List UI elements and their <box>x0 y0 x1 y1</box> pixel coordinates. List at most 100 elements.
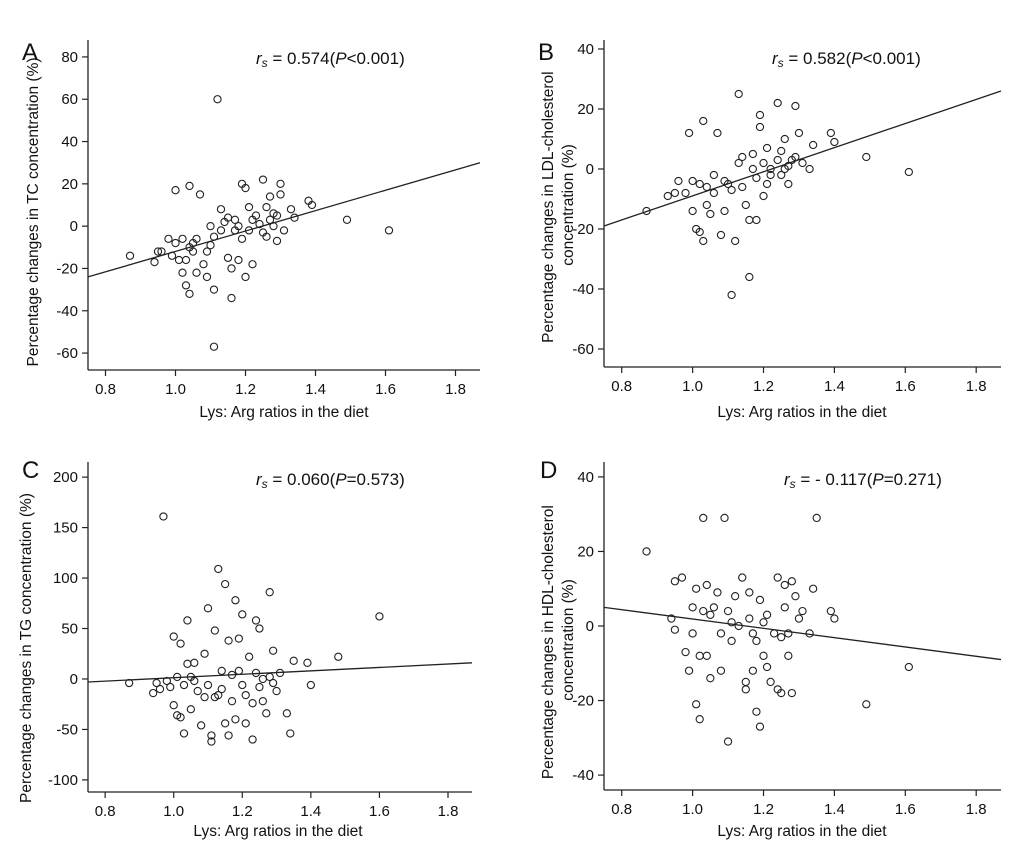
panel-c: C rs = 0.060(P=0.573) -100 -50 0 50 100 150 20… <box>18 457 473 840</box>
panel-d: D rs = - 0.117(P=0.271) -40 -20 0 20 40 0.8 1.… <box>540 457 1002 840</box>
panel-b-data-point <box>702 200 711 210</box>
panel-c-y-tick-label: 150 <box>53 520 78 537</box>
panel-c-data-point <box>210 626 220 635</box>
panel-c-data-point <box>265 672 274 682</box>
panel-d-x-tick-label: 1.6 <box>895 801 916 818</box>
panel-a-y-tick-label: -20 <box>56 260 78 277</box>
panel-c-data-point <box>207 731 216 740</box>
panel-d-data-point <box>699 513 708 523</box>
panel-c-data-point <box>251 616 261 625</box>
panel-d-data-point <box>748 666 758 675</box>
panel-d-data-point <box>716 666 726 675</box>
panel-c-x-tick-label: 1.8 <box>438 803 459 820</box>
panel-c-data-point <box>231 715 240 724</box>
panel-d-data-point <box>780 580 789 590</box>
panel-b-data-point <box>688 176 697 186</box>
panel-c-y-tick-label: 100 <box>53 570 78 587</box>
panel-b-ylabel: Percentage changes in LDL-cholesterol co… <box>540 67 577 343</box>
panel-b-annotation: rs = 0.582(P<0.001) <box>772 49 921 70</box>
panel-b-x-tick-label: 1.4 <box>824 378 845 395</box>
panel-a-annotation: rs = 0.574(P<0.001) <box>256 49 405 70</box>
panel-a-data-point <box>279 226 289 235</box>
panel-a-data-point <box>272 211 282 220</box>
panel-c-data-point <box>172 672 182 682</box>
panel-a-data-point <box>262 202 271 212</box>
panel-b-data-point <box>670 188 680 198</box>
panel-b-data-point <box>734 158 743 168</box>
panel-c-data-point <box>214 564 223 574</box>
panel-b-data-point <box>674 176 683 186</box>
panel-c-data-point <box>207 737 216 746</box>
panel-a-data-point <box>227 264 236 273</box>
panel-c-x-tick-label: 1.2 <box>232 803 253 820</box>
panel-b-data-point <box>723 179 733 189</box>
panel-b-data-point <box>745 215 754 225</box>
panel-b-data-point <box>759 191 768 201</box>
panel-d-data-point <box>677 573 687 582</box>
panel-a-data-point <box>255 219 264 229</box>
panel-b-data-point <box>709 170 719 180</box>
panel-a-data-point <box>384 226 394 235</box>
panel-b-data-point <box>702 182 711 192</box>
panel-b-fit-line <box>603 90 1002 227</box>
panel-a-data-point <box>167 251 177 260</box>
panel-c-data-point <box>190 676 199 686</box>
panel-a-y-tick-label: -60 <box>56 345 78 362</box>
panel-d-data-point <box>706 610 715 619</box>
panel-b-data-point <box>752 173 761 183</box>
panel-d-data-point <box>688 603 697 612</box>
panel-d-data-point <box>731 592 740 601</box>
panel-d-data-point <box>713 588 722 597</box>
panel-d-data-point <box>727 618 736 627</box>
panel-a-data-point <box>171 238 180 248</box>
panel-c-data-point <box>183 616 192 625</box>
panel-d-data-point <box>692 700 701 709</box>
panel-a-data-point <box>234 222 243 231</box>
panel-d-data-point <box>706 674 715 683</box>
panel-a-data-point <box>209 342 219 351</box>
panel-a-data-point <box>174 255 184 265</box>
panel-c-data-point <box>231 596 240 605</box>
panel-d-x-tick-label: 1.8 <box>966 801 987 818</box>
panel-a-data-point <box>269 222 278 231</box>
panel-a-data-point <box>178 234 187 243</box>
panel-c-data-point <box>289 656 298 665</box>
panel-b-data-point <box>713 128 722 138</box>
panel-d-data-point <box>741 677 750 687</box>
panel-b-data-point <box>791 152 800 162</box>
panel-d-data-point <box>670 625 680 634</box>
panel-a-data-point <box>286 205 296 214</box>
panel-c-data-point <box>241 719 250 728</box>
panel-d-data-point <box>755 722 765 731</box>
panel-c-data-point <box>286 729 295 738</box>
panel-a-y-tick-label: 80 <box>61 49 78 66</box>
panel-d-data-point <box>745 588 754 597</box>
panel-d-data-point <box>769 629 779 638</box>
panel-a-data-point <box>206 222 215 231</box>
panel-b-data-point <box>805 164 814 174</box>
panel-c-data-point <box>162 676 172 686</box>
panel-a-data-point <box>342 215 352 224</box>
panel-a-ylabel: Percentage changes in TC concentration (… <box>25 57 42 366</box>
panel-a-data-point <box>202 247 212 256</box>
panel-c-ylabel: Percentage changes in TG concentration (… <box>18 493 35 803</box>
panel-a-data-point <box>153 247 163 256</box>
panel-a-x-tick-label: 1.4 <box>305 381 326 398</box>
panel-a-data-point <box>276 179 285 188</box>
panel-d-data-point <box>667 614 676 623</box>
panel-d-data-point <box>808 584 818 593</box>
panel-c-annotation: rs = 0.060(P=0.573) <box>256 470 405 491</box>
panel-c-data-point <box>241 690 250 700</box>
panel-a-data-point <box>181 255 191 265</box>
panel-c-data-point <box>220 579 230 589</box>
panel-a-data-point <box>241 272 250 282</box>
panel-c-x-tick-label: 1.0 <box>163 803 184 820</box>
panel-c-data-point <box>255 682 264 692</box>
panel-c-data-point <box>193 686 202 696</box>
panel-b-x-tick-label: 1.0 <box>682 378 703 395</box>
panel-d-data-point <box>830 614 839 623</box>
panel-b-data-point <box>759 158 768 168</box>
panel-c-data-point <box>124 678 134 688</box>
panel-letter-b: B <box>538 39 554 66</box>
panel-b-data-point <box>777 170 786 180</box>
